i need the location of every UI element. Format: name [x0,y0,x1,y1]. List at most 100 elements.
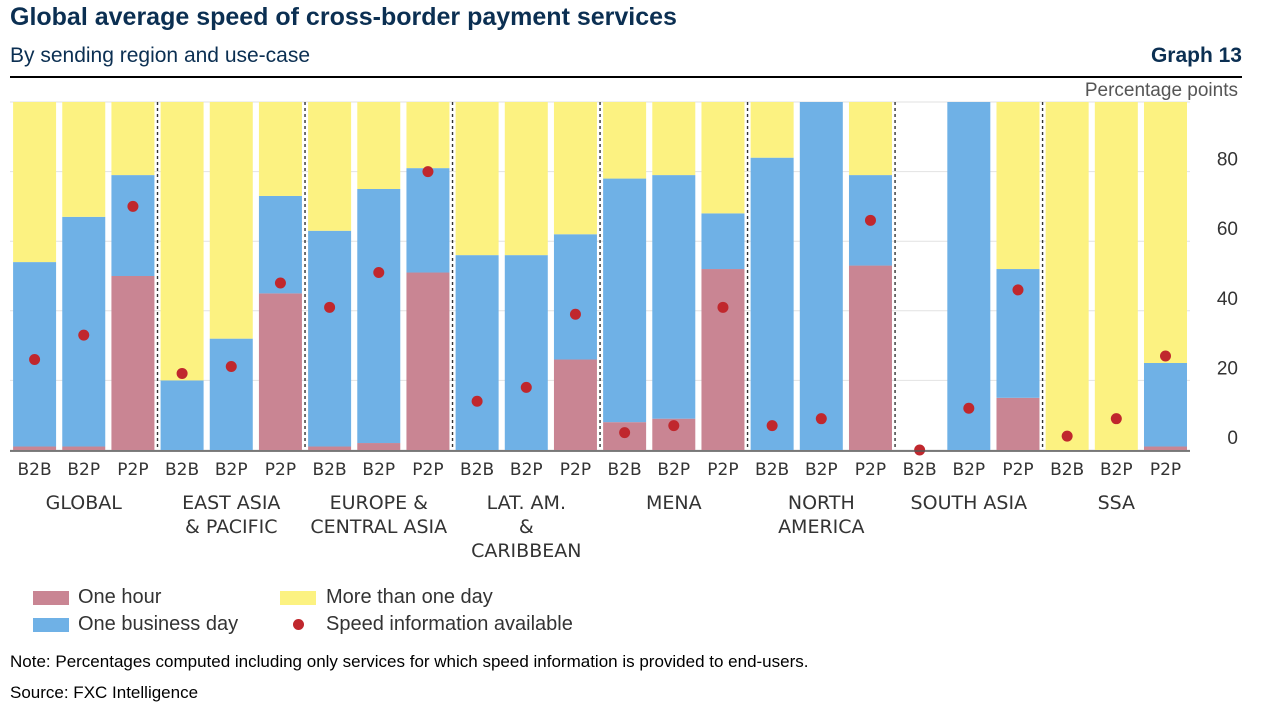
speed-info-point [78,329,90,341]
speed-info-point [127,200,139,212]
bar-segment-one-business-day [406,168,450,273]
y-tick-label: 0 [1227,428,1238,449]
legend-label-one-hour: One hour [78,586,162,608]
bar-segment-one-hour [996,397,1040,450]
bar-segment-more-than-one-day [13,102,57,263]
group-label: CENTRAL ASIA [310,516,447,538]
x-tick-label: P2P [707,460,738,480]
group-label: & PACIFIC [185,516,277,538]
bar-segment-one-hour [848,265,892,450]
speed-info-point [422,166,434,178]
group-label: MENA [646,492,702,514]
speed-info-point [569,308,581,320]
bar-segment-more-than-one-day [357,102,401,189]
graph-number: Graph 13 [1150,44,1242,67]
legend-label-speed-info: Speed information available [326,613,573,635]
speed-info-point [1012,284,1024,296]
speed-info-point [1159,350,1171,362]
speed-info-point [914,444,926,456]
bar-segment-more-than-one-day [1094,102,1138,450]
x-tick-label: B2P [362,460,395,480]
speed-info-point [963,402,975,414]
bar-segment-more-than-one-day [111,102,155,176]
bar-segment-one-hour [13,446,57,450]
x-tick-label: P2P [265,460,296,480]
x-tick-label: P2P [1150,460,1181,480]
speed-info-point [815,413,827,425]
speed-info-point [717,301,729,313]
x-tick-label: B2P [1100,460,1133,480]
bar-segment-one-business-day [455,255,499,450]
bar-segment-one-business-day [1143,363,1187,447]
speed-info-point [520,381,532,393]
bar-segment-one-business-day [209,338,253,450]
stacked-bar-chart: 0 20 40 60 80 B2B B2P P2P GLOBAL B2B B2P P2P EAST AS… [10,101,1238,562]
speed-info-point [471,395,483,407]
group-label: CARIBBEAN [471,540,581,562]
group-label: & [519,516,534,538]
speed-info-point [324,301,336,313]
bar-segment-one-business-day [652,175,696,419]
x-tick-label: B2B [165,460,199,480]
bar-segment-more-than-one-day [308,102,352,231]
x-tick-label: P2P [1002,460,1033,480]
bar-segment-one-business-day [357,189,401,444]
x-tick-label: B2P [215,460,248,480]
bar-segment-one-hour [308,446,352,450]
x-tick-label: B2B [460,460,494,480]
bar-segment-more-than-one-day [406,102,450,169]
bar-segment-more-than-one-day [848,102,892,176]
bar-segment-more-than-one-day [603,102,647,179]
bar-segment-more-than-one-day [258,102,302,196]
y-axis-unit: Percentage points [1084,80,1238,101]
bar-segment-one-business-day [111,175,155,276]
x-tick-label: P2P [412,460,443,480]
bar-segment-more-than-one-day [1143,102,1187,363]
bar-segment-one-business-day [553,234,597,360]
y-tick-label: 80 [1217,150,1238,171]
group-label: NORTH [788,492,855,514]
group-label: AMERICA [778,516,864,538]
speed-info-point [766,420,778,432]
speed-info-point [1061,430,1073,442]
bar-segment-more-than-one-day [750,102,794,158]
legend-swatch-more-than-one-day [280,591,316,605]
group-label: LAT. AM. [487,492,566,514]
legend-swatch-one-hour [33,591,69,605]
group-label: EAST ASIA [182,492,280,514]
bar-segment-more-than-one-day [504,102,548,256]
header-rule [10,76,1242,78]
group-label: GLOBAL [46,492,123,514]
chart-subtitle: By sending region and use-case [10,44,311,67]
footnote: Note: Percentages computed including onl… [10,652,809,671]
speed-info-point [176,367,188,379]
y-tick-label: 40 [1217,289,1238,310]
bar-segment-one-business-day [799,102,843,450]
bar-segment-one-business-day [308,230,352,447]
speed-info-point [274,277,286,289]
bar-segment-one-hour [701,269,745,450]
bar-segment-one-business-day [701,213,745,270]
bar-segment-more-than-one-day [1045,102,1089,450]
bar-segment-one-hour [258,293,302,450]
bar-segment-more-than-one-day [160,102,204,381]
bar-segment-one-business-day [750,157,794,450]
bar-segment-more-than-one-day [62,102,106,217]
bar-segment-one-hour [111,276,155,450]
legend-swatch-one-business-day [33,618,69,632]
legend-label-more-than-one-day: More than one day [326,586,493,608]
x-tick-label: B2P [67,460,100,480]
bar-segment-one-hour [406,272,450,450]
x-tick-label: B2P [805,460,838,480]
x-tick-label: B2B [313,460,347,480]
x-tick-label: B2B [755,460,789,480]
bar-segment-one-business-day [603,178,647,423]
bar-segment-more-than-one-day [553,102,597,235]
speed-info-point [373,267,385,279]
speed-info-point [864,214,876,226]
speed-info-point [619,427,631,439]
bar-segment-one-hour [553,359,597,450]
bar-segment-one-business-day [160,380,204,450]
bar-segment-one-business-day [504,255,548,450]
speed-info-point [29,354,41,366]
